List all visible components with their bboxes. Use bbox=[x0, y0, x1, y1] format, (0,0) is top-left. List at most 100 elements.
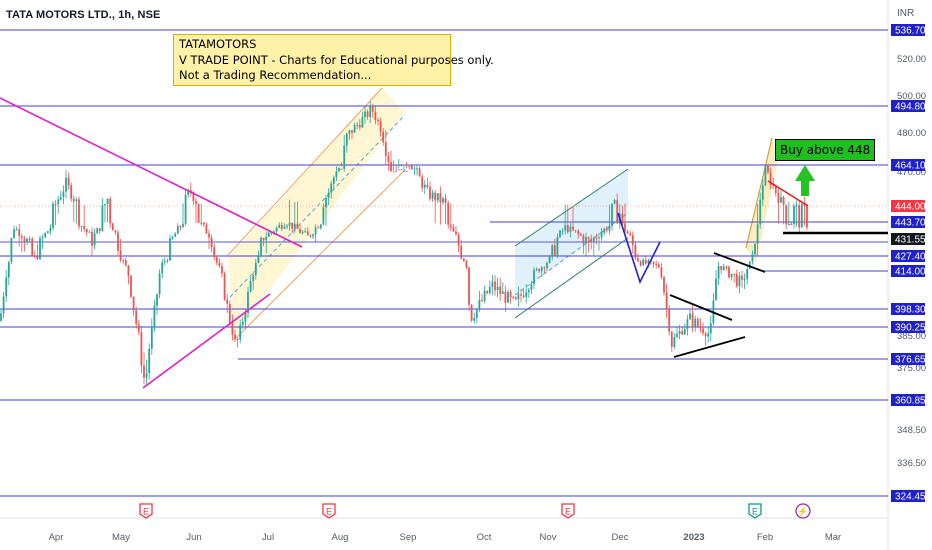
event-label: E bbox=[752, 507, 758, 517]
candle-body bbox=[621, 213, 624, 224]
candle-body bbox=[119, 250, 122, 261]
candle-body bbox=[382, 131, 385, 143]
candle-body bbox=[439, 193, 442, 203]
candle-body bbox=[265, 236, 268, 241]
candle-body bbox=[39, 238, 41, 259]
symbol-title[interactable]: TATA MOTORS LTD., 1h, NSE bbox=[6, 9, 161, 21]
buy-above-label[interactable]: Buy above 448 bbox=[775, 139, 876, 161]
candle-body bbox=[260, 237, 262, 257]
candle-body bbox=[655, 263, 658, 265]
candle-body bbox=[507, 291, 509, 303]
level-tag-text: 376.65 bbox=[895, 355, 926, 366]
last-price-tag bbox=[891, 233, 925, 245]
x-tick-label: Apr bbox=[49, 532, 64, 543]
earnings-shield bbox=[139, 503, 153, 519]
candle-body bbox=[460, 245, 463, 259]
candle-body bbox=[673, 337, 676, 347]
price-tags: 536.70 494.80 464.10 427.40 414.00 398.30 390.… bbox=[891, 24, 926, 503]
disclaimer-note[interactable]: TATAMOTORS V TRADE POINT - Charts for Ed… bbox=[173, 34, 494, 86]
candle-body bbox=[754, 243, 756, 255]
candle-body bbox=[548, 256, 551, 264]
candle-body bbox=[759, 199, 762, 225]
candle-body bbox=[343, 145, 346, 169]
candle-body bbox=[553, 245, 556, 257]
zigzag-pattern bbox=[617, 212, 661, 285]
level-tag bbox=[891, 394, 925, 406]
candle-body bbox=[579, 233, 582, 236]
candle-body bbox=[403, 170, 405, 172]
candle-body bbox=[488, 286, 491, 294]
candle-body bbox=[681, 331, 684, 335]
earnings-icon: E bbox=[139, 503, 153, 519]
candle-body bbox=[501, 291, 504, 294]
candle-body bbox=[137, 324, 140, 333]
candle-body bbox=[722, 266, 725, 270]
candle-body bbox=[665, 292, 668, 310]
candle-body bbox=[478, 299, 481, 309]
candle-body bbox=[423, 184, 426, 188]
candle-body bbox=[413, 168, 416, 170]
candle-body bbox=[535, 268, 538, 270]
candle-body bbox=[247, 291, 249, 313]
candle-body bbox=[603, 228, 606, 233]
candle-body bbox=[405, 170, 408, 172]
candle-body bbox=[387, 155, 390, 162]
candle-body bbox=[782, 196, 785, 205]
candle-body bbox=[114, 230, 117, 233]
candle-body bbox=[309, 235, 312, 237]
candle-body bbox=[447, 202, 450, 225]
candle-body bbox=[421, 176, 424, 188]
time-axis[interactable]: Apr May Jun Jul Aug Sep Oct Nov Dec 2023 Feb Mar bbox=[49, 532, 842, 543]
candle-body bbox=[475, 308, 478, 319]
level-tag bbox=[891, 216, 925, 228]
level-tag bbox=[891, 100, 925, 112]
candle-body bbox=[127, 265, 130, 276]
x-tick-label: Mar bbox=[825, 532, 841, 543]
candle-body bbox=[800, 204, 803, 228]
candle-body bbox=[538, 268, 541, 272]
candle-body bbox=[280, 224, 283, 229]
candle-body bbox=[26, 238, 28, 243]
candle-body bbox=[52, 203, 54, 229]
price-axis[interactable]: 336.50 348.50 375.00 385.00 470.00 480.00 500.… bbox=[897, 54, 926, 469]
candle-body bbox=[470, 304, 473, 321]
candle-body bbox=[182, 223, 184, 227]
earnings-shield bbox=[322, 503, 336, 519]
candle-body bbox=[143, 365, 145, 378]
candle-body bbox=[67, 177, 70, 186]
candle-body bbox=[730, 273, 733, 278]
candle-body bbox=[514, 297, 517, 300]
candle-body bbox=[241, 321, 244, 325]
candle-body bbox=[124, 260, 127, 266]
candle-body bbox=[715, 278, 717, 301]
candle-body bbox=[795, 205, 798, 207]
candle-body bbox=[574, 230, 577, 232]
candle-body bbox=[527, 289, 530, 293]
candle-body bbox=[517, 294, 520, 300]
y-tick-label: 385.00 bbox=[897, 331, 926, 342]
candle-body bbox=[187, 189, 190, 195]
candle-body bbox=[761, 185, 764, 200]
candle-body bbox=[598, 237, 600, 239]
x-tick-label: Sep bbox=[400, 532, 417, 543]
note-line-3: Not a Trading Recommendation... bbox=[179, 68, 372, 82]
earnings-icon: E bbox=[561, 503, 575, 519]
candle-body bbox=[267, 232, 270, 237]
y-tick-label: 480.00 bbox=[897, 128, 926, 139]
candle-body bbox=[585, 237, 587, 244]
candle-body bbox=[670, 331, 673, 347]
candle-body bbox=[587, 237, 590, 239]
level-tag bbox=[891, 321, 925, 333]
candle-body bbox=[166, 260, 169, 262]
grid-layer bbox=[0, 0, 889, 550]
channel-1-lower bbox=[233, 169, 406, 341]
candle-body bbox=[104, 204, 106, 206]
candle-body bbox=[429, 186, 431, 199]
candle-body bbox=[559, 230, 561, 238]
candle-body bbox=[210, 237, 213, 248]
candle-body bbox=[28, 238, 31, 240]
y-tick-label: 470.00 bbox=[897, 167, 926, 178]
candle-body bbox=[694, 318, 697, 327]
candle-body bbox=[384, 142, 387, 156]
